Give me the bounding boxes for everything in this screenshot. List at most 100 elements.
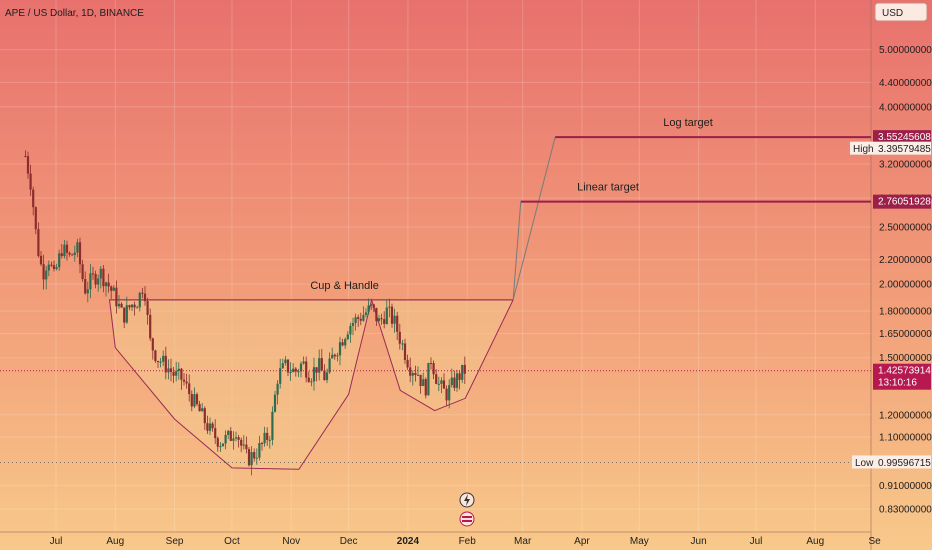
x-tick-label: Apr [574,536,590,547]
candle-body [401,343,404,345]
y-tick-label: 1.10000000 [879,433,932,444]
candle-body [247,449,251,466]
candle-body [357,317,360,319]
candle-body [432,363,435,375]
candle-body [333,354,336,357]
candle-body [216,438,219,447]
candle-body [416,374,420,376]
candle-body [331,354,334,359]
candle-body [136,307,139,309]
candle-body [120,303,123,308]
candle-body [130,304,134,308]
candle-body [232,438,235,441]
candle-body [237,437,240,440]
log-projection-line [512,137,556,301]
candle-body [110,286,113,291]
candle-body [396,315,399,332]
candle-body [182,379,186,382]
candle-body [328,358,331,373]
candle-body [463,364,466,374]
candle-body [310,381,313,383]
candle-body [229,430,232,441]
candle-body [81,264,84,279]
candle-body [193,394,196,407]
candle-body [312,367,316,382]
candle-body [388,306,391,308]
candle-body [86,289,89,294]
candle-body [214,428,217,439]
candle-body [227,430,230,435]
y-tick-label: 1.65000000 [879,329,932,340]
candle-body [461,364,464,380]
current-price-tag-bg [873,363,931,390]
y-axis[interactable]: 5.00000000 4.40000000 4.00000000 3.20000000… [850,45,932,516]
x-tick-label: Feb [459,536,477,547]
candle-body [406,359,409,368]
candle-body [320,358,323,371]
candle-body [341,342,344,346]
candle-body [393,315,396,324]
y-tick-label: 1.20000000 [879,410,932,421]
candle-body [162,355,165,362]
candle-body [221,443,225,447]
candle-body [437,383,440,385]
candle-body [255,457,258,459]
candle-body [206,423,209,431]
candle-body [104,282,108,287]
candle-body [445,388,448,401]
annotations: Log target Linear target [0,117,871,463]
candle-body [65,244,69,253]
candle-body [219,446,222,448]
candle-body [133,304,136,308]
x-tick-label: Mar [514,536,532,547]
candle-body [453,377,456,388]
candle-body [99,268,102,279]
candle-body [32,189,35,208]
log-target-label: Log target [663,117,713,129]
candle-body [442,380,446,389]
candle-body [318,358,321,373]
x-tick-label: Oct [224,536,240,547]
candle-body [164,355,167,373]
x-tick-label: Aug [106,536,124,547]
candle-body [359,318,362,321]
candle-body [47,264,50,271]
x-tick-label: 2024 [397,536,420,547]
candle-body [271,411,274,440]
candle-body [375,307,378,322]
candle-body [364,312,368,316]
candle-body [211,423,214,429]
candle-body [403,343,407,360]
candle-body [383,319,386,324]
low-price-tag-bg [873,455,931,469]
candle-body [268,439,271,441]
candle-body [156,361,160,363]
candle-body [286,359,290,373]
candle-body [351,322,355,326]
candle-body [367,305,370,313]
candle-body [60,253,63,257]
y-tick-label: 1.80000000 [879,307,932,318]
candle-body [263,432,266,444]
candle-body [91,273,95,275]
candle-body [112,287,115,291]
candle-body [302,361,305,364]
candle-body [172,372,175,376]
candle-body [242,444,245,446]
currency-button-label[interactable]: USD [882,8,903,19]
candle-body [26,156,30,174]
earnings-flag-icon[interactable] [459,511,475,527]
candle-body [84,278,87,294]
candle-body [78,242,82,265]
candle-body [253,452,256,459]
candle-body [398,331,401,344]
alert-icon[interactable] [459,492,475,508]
candle-body [185,381,188,384]
candle-body [297,371,300,373]
candle-body [208,423,212,431]
candle-body [52,265,56,269]
currency-button[interactable]: USD [874,2,928,22]
candle-body [94,274,97,285]
candle-body [58,253,61,268]
